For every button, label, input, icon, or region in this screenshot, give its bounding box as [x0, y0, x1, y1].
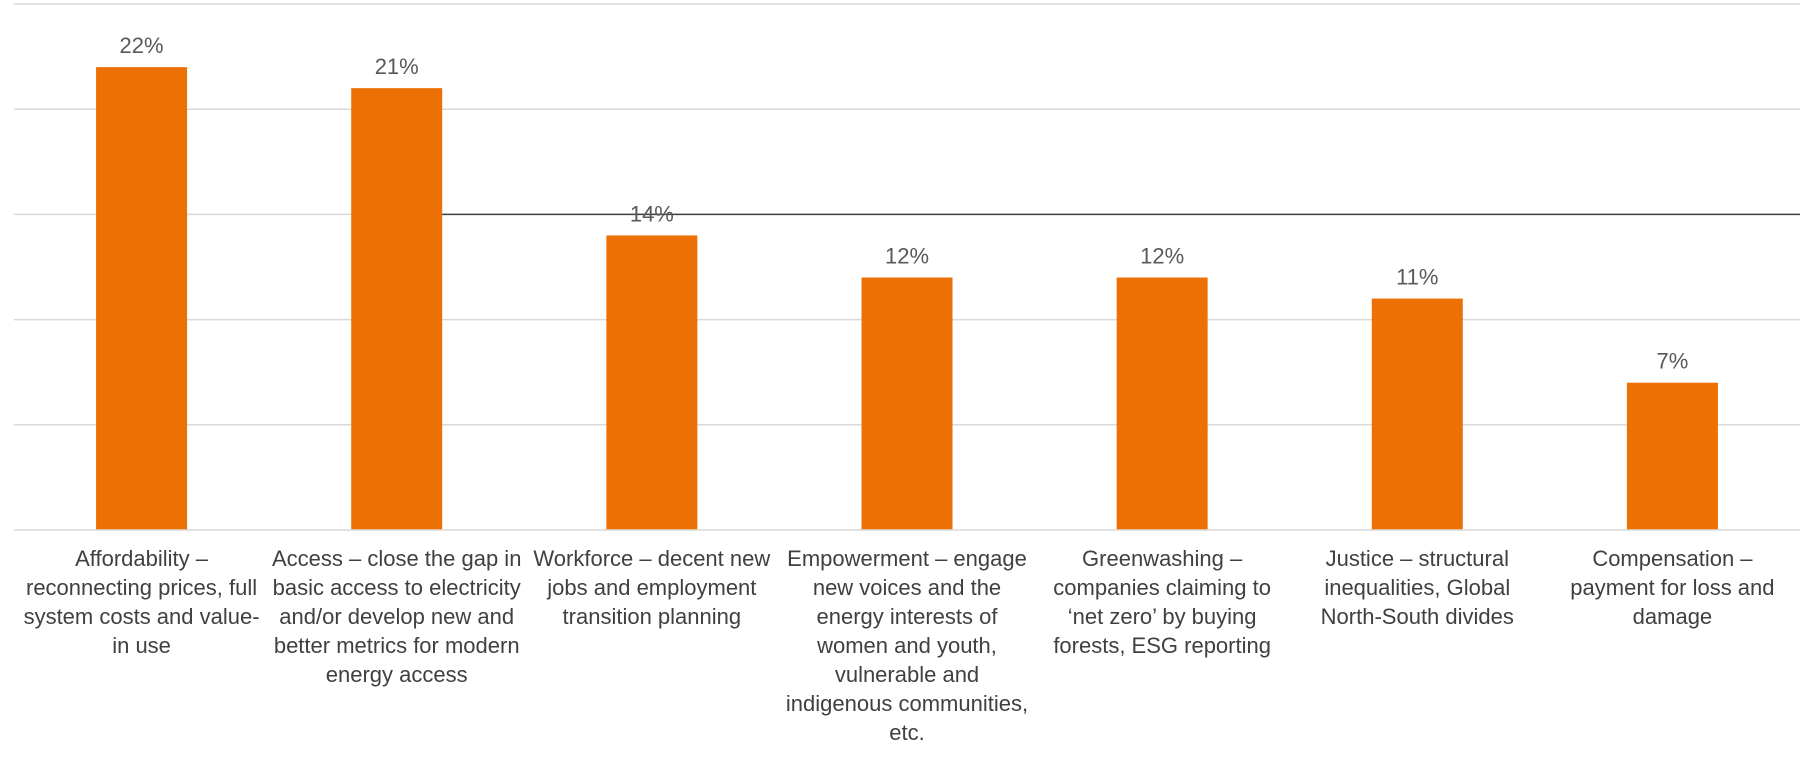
- bar: [1626, 382, 1718, 530]
- value-label: 12%: [1140, 244, 1184, 269]
- value-label: 7%: [1657, 349, 1689, 374]
- value-label: 21%: [375, 54, 419, 79]
- bar: [96, 67, 188, 531]
- category-label: Workforce – decent new jobs and employme…: [533, 546, 771, 629]
- bar: [606, 235, 698, 530]
- value-label: 22%: [120, 33, 164, 58]
- category-label: Justice – structural inequalities, Globa…: [1320, 546, 1514, 629]
- bars: [96, 67, 1718, 531]
- category-label: Greenwashing – companies claiming to ‘ne…: [1053, 546, 1271, 658]
- category-label: Access – close the gap in basic access t…: [271, 546, 522, 687]
- category-label: Compensation – payment for loss and dama…: [1570, 546, 1775, 629]
- bar: [1371, 298, 1463, 530]
- bar: [861, 277, 953, 530]
- bar: [351, 88, 443, 530]
- bar: [1116, 277, 1208, 530]
- value-label: 14%: [630, 201, 674, 226]
- value-label: 11%: [1396, 265, 1438, 290]
- value-label: 12%: [885, 244, 929, 269]
- category-label: Empowerment – engage new voices and the …: [785, 546, 1029, 745]
- category-label: Affordability – reconnecting prices, ful…: [23, 546, 260, 658]
- value-labels: 22% 21% 14% 12% 12% 11% 7%: [120, 33, 1689, 374]
